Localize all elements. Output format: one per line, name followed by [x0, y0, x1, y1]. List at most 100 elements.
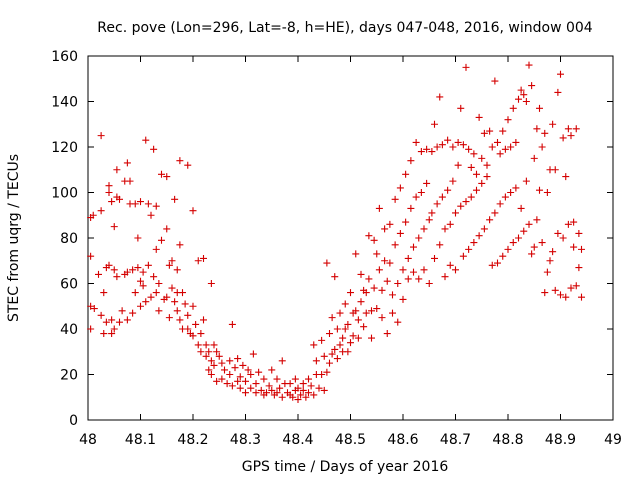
- data-point: [394, 318, 402, 326]
- data-point: [370, 284, 378, 292]
- data-point: [425, 280, 433, 287]
- data-point: [423, 179, 431, 187]
- data-point: [247, 371, 255, 378]
- x-tick-label: 49: [604, 432, 622, 448]
- data-point: [118, 307, 126, 315]
- data-point: [446, 261, 454, 269]
- data-point: [194, 341, 202, 349]
- data-point: [87, 252, 95, 260]
- x-tick-label: 48.7: [440, 432, 471, 448]
- data-point: [305, 375, 312, 383]
- data-point: [97, 311, 105, 319]
- data-point: [205, 348, 213, 356]
- data-point: [228, 320, 236, 328]
- data-point: [113, 273, 121, 281]
- data-point: [512, 138, 520, 146]
- data-point: [173, 307, 181, 315]
- x-tick-label: 48.3: [230, 432, 261, 448]
- data-point: [501, 193, 509, 201]
- data-point: [530, 243, 538, 251]
- data-point: [417, 148, 425, 156]
- data-point: [299, 380, 307, 388]
- data-point: [307, 382, 315, 390]
- data-point: [488, 261, 496, 269]
- data-point: [108, 330, 116, 338]
- data-point: [462, 63, 470, 71]
- data-point: [465, 245, 473, 253]
- data-point: [449, 143, 457, 151]
- data-point: [368, 307, 375, 315]
- data-point: [294, 384, 302, 392]
- data-point: [116, 195, 123, 203]
- data-point: [194, 257, 202, 265]
- data-point: [131, 289, 139, 297]
- data-point: [404, 254, 412, 262]
- data-point: [215, 352, 223, 360]
- data-point: [150, 273, 158, 281]
- data-point: [129, 309, 137, 317]
- data-point: [504, 245, 512, 253]
- data-point: [496, 150, 504, 158]
- data-point: [299, 386, 307, 394]
- data-point: [538, 143, 546, 151]
- data-point: [213, 348, 221, 356]
- data-point: [184, 325, 192, 333]
- data-point: [218, 359, 226, 367]
- data-point: [328, 314, 336, 322]
- data-point: [333, 325, 341, 333]
- data-point: [291, 375, 299, 383]
- data-point: [320, 352, 328, 360]
- data-point: [339, 334, 347, 342]
- data-point: [297, 391, 305, 399]
- data-point: [255, 368, 263, 376]
- data-point: [176, 157, 184, 165]
- data-point: [202, 352, 210, 360]
- data-point: [142, 298, 150, 306]
- data-point: [347, 289, 354, 297]
- data-point: [105, 189, 113, 196]
- data-point: [331, 273, 339, 281]
- data-point: [459, 141, 467, 149]
- data-point: [478, 179, 486, 187]
- data-point: [105, 261, 113, 269]
- data-point: [234, 355, 242, 363]
- data-point: [559, 234, 567, 242]
- data-point: [100, 289, 108, 297]
- data-point: [176, 241, 184, 249]
- data-point: [480, 225, 488, 233]
- data-point: [110, 325, 118, 333]
- data-point: [278, 393, 286, 401]
- data-point: [436, 93, 444, 101]
- x-tick-label: 48.2: [177, 432, 208, 448]
- data-point: [210, 341, 218, 349]
- data-point: [457, 104, 465, 112]
- data-point: [378, 286, 386, 294]
- data-point: [415, 275, 423, 283]
- data-point: [444, 136, 452, 144]
- data-point: [467, 193, 475, 201]
- data-point: [139, 282, 147, 290]
- data-point: [328, 350, 336, 358]
- data-point: [525, 61, 533, 69]
- data-point: [433, 143, 441, 151]
- data-point: [108, 198, 116, 206]
- data-point: [567, 284, 575, 292]
- data-point: [144, 261, 152, 269]
- data-point: [179, 289, 186, 297]
- data-point: [551, 286, 559, 294]
- y-tick-label: 80: [60, 231, 78, 247]
- data-point: [452, 209, 459, 217]
- data-point: [538, 239, 546, 247]
- data-point: [244, 366, 252, 374]
- data-point: [541, 289, 549, 297]
- data-point: [564, 125, 572, 133]
- data-point: [473, 186, 480, 194]
- data-point: [564, 220, 572, 228]
- data-point: [378, 314, 386, 322]
- data-point: [475, 113, 483, 121]
- data-point: [318, 371, 326, 378]
- data-point: [431, 120, 438, 128]
- data-point: [383, 277, 391, 285]
- data-point: [520, 91, 528, 99]
- y-tick-label: 120: [51, 140, 78, 156]
